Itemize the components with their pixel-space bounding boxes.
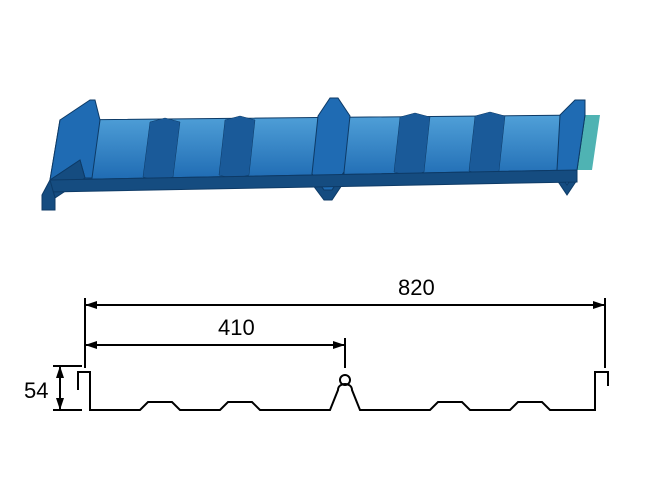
- panel-low-rib: [469, 112, 505, 175]
- dim-arrow: [593, 301, 605, 309]
- dim-label-820: 820: [398, 275, 435, 301]
- profile-cross-section: [78, 372, 608, 410]
- dim-arrow: [56, 366, 64, 378]
- profile-drawing: [0, 260, 650, 500]
- dim-arrow: [85, 341, 97, 349]
- panel-low-rib: [394, 113, 430, 176]
- dim-label-54: 54: [24, 378, 48, 404]
- dim-arrow: [333, 341, 345, 349]
- dim-arrow: [85, 301, 97, 309]
- dim-label-410: 410: [218, 315, 255, 341]
- panel-3d-view: [0, 0, 650, 260]
- panel-low-rib: [219, 116, 255, 179]
- diagram-canvas: 820 410 54: [0, 0, 650, 500]
- dim-arrow: [56, 398, 64, 410]
